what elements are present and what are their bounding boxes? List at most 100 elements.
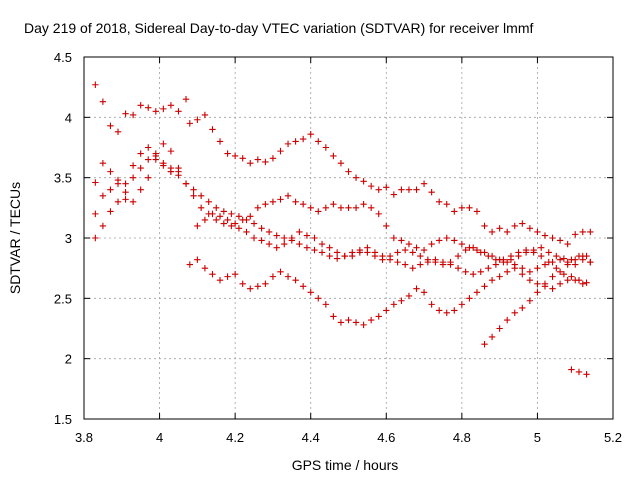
- data-point: [160, 105, 167, 113]
- data-point: [587, 228, 594, 236]
- data-point: [519, 271, 526, 278]
- data-point: [194, 256, 201, 263]
- data-point: [534, 264, 541, 272]
- data-point: [496, 325, 503, 332]
- data-point: [549, 234, 556, 242]
- data-point: [443, 201, 450, 208]
- data-point: [352, 204, 360, 212]
- data-point: [466, 295, 473, 302]
- data-point: [281, 234, 288, 242]
- data-point: [413, 186, 420, 193]
- data-point: [160, 159, 167, 167]
- x-tick-label: 5: [534, 430, 541, 445]
- data-point: [504, 258, 511, 266]
- data-point: [92, 179, 99, 186]
- data-point: [511, 264, 518, 272]
- data-point: [572, 231, 579, 238]
- data-point: [466, 204, 473, 212]
- data-point: [167, 102, 175, 109]
- data-point: [560, 271, 568, 278]
- data-point: [239, 155, 246, 162]
- data-point: [224, 273, 231, 280]
- series-track-k: [568, 366, 590, 378]
- data-point: [568, 273, 575, 280]
- data-point: [466, 244, 473, 251]
- series-track-j: [481, 252, 594, 348]
- data-point: [364, 249, 371, 256]
- series-track-f: [175, 168, 590, 286]
- data-point: [145, 104, 152, 111]
- data-point: [307, 131, 314, 138]
- data-point: [322, 204, 330, 212]
- data-point: [420, 289, 428, 296]
- data-point: [541, 261, 549, 268]
- data-point: [265, 240, 273, 248]
- data-point: [231, 220, 239, 227]
- data-point: [556, 256, 564, 263]
- data-point: [258, 237, 265, 244]
- data-point: [262, 158, 269, 166]
- data-point: [247, 159, 254, 167]
- data-point: [469, 271, 477, 278]
- data-point: [367, 316, 375, 324]
- data-point: [303, 244, 311, 251]
- data-point: [371, 252, 379, 260]
- data-point: [337, 204, 345, 212]
- data-point: [182, 96, 190, 103]
- grid: [84, 57, 613, 419]
- data-point: [360, 321, 367, 329]
- data-point: [265, 228, 273, 236]
- data-point: [99, 98, 107, 105]
- data-point: [262, 280, 269, 288]
- y-tick-label: 3: [65, 231, 72, 246]
- x-axis-label: GPS time / hours: [292, 457, 399, 473]
- data-point: [534, 228, 541, 236]
- data-point: [579, 280, 586, 288]
- data-point: [439, 261, 447, 268]
- data-point: [216, 213, 224, 220]
- data-point: [473, 289, 481, 296]
- y-tick-label: 2.5: [54, 291, 72, 306]
- data-point: [296, 228, 303, 236]
- data-point: [462, 268, 469, 275]
- data-point: [504, 316, 511, 324]
- data-point: [432, 258, 439, 266]
- data-point: [284, 273, 292, 280]
- data-point: [258, 225, 265, 232]
- y-tick-label: 4: [65, 110, 72, 125]
- data-point: [303, 232, 311, 239]
- series-track-e: [186, 111, 594, 248]
- data-point: [458, 240, 466, 248]
- data-point: [175, 108, 182, 115]
- data-point: [349, 252, 356, 260]
- x-tick-labels: 3.8 4 4.2 4.4 4.6 4.8 5 5.2: [75, 430, 622, 445]
- data-point: [99, 159, 107, 167]
- data-point: [417, 261, 424, 268]
- data-point: [398, 297, 405, 304]
- data-point: [137, 164, 144, 172]
- data-point: [383, 307, 390, 314]
- data-point: [587, 258, 594, 266]
- data-point: [405, 240, 413, 248]
- data-point: [235, 213, 243, 220]
- data-point: [250, 234, 258, 242]
- data-point: [311, 234, 318, 242]
- data-point: [522, 249, 530, 256]
- data-point: [114, 128, 122, 136]
- data-point: [379, 256, 386, 263]
- data-point: [454, 252, 462, 260]
- data-point: [330, 201, 337, 208]
- data-point: [114, 180, 122, 187]
- data-point: [99, 222, 107, 230]
- data-point: [326, 244, 333, 251]
- x-tick-label: 4.2: [226, 430, 244, 445]
- data-point: [481, 340, 488, 348]
- series-track-a: [92, 81, 190, 136]
- data-point: [197, 204, 205, 212]
- data-point: [201, 264, 209, 272]
- data-point: [107, 186, 114, 193]
- data-point: [167, 147, 175, 155]
- data-point: [330, 152, 337, 160]
- data-point: [545, 249, 552, 256]
- y-tick-label: 3.5: [54, 171, 72, 186]
